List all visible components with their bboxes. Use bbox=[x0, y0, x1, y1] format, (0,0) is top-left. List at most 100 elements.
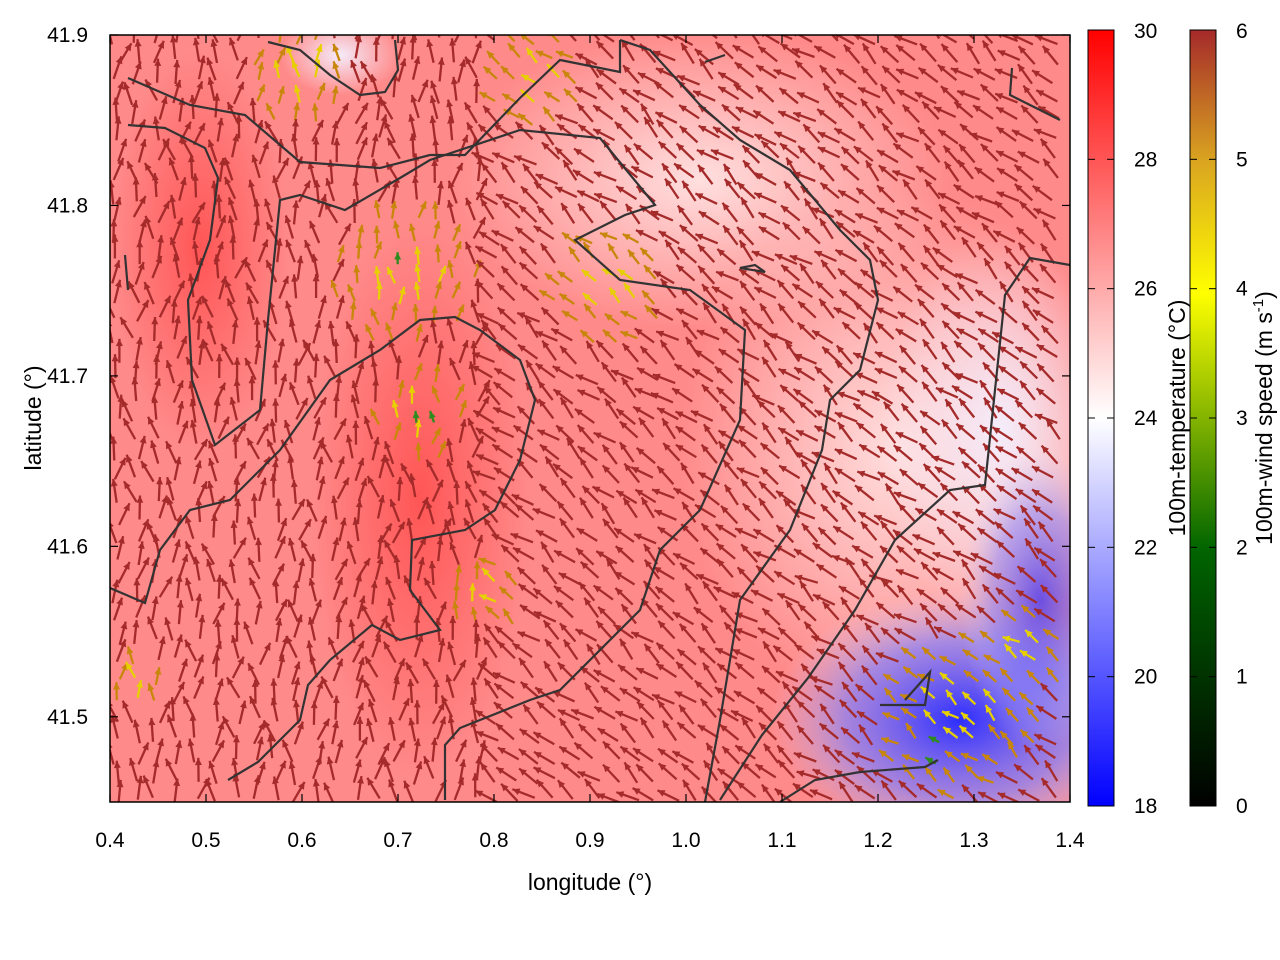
wind-vector-head bbox=[479, 490, 488, 497]
wind-vector-head bbox=[483, 105, 491, 114]
wind-vector-head bbox=[307, 375, 314, 384]
wind-vector-head bbox=[491, 427, 500, 434]
wind-vector-head bbox=[811, 207, 820, 214]
wind-vector-head bbox=[941, 419, 949, 428]
wind-vector-head bbox=[996, 191, 1005, 198]
wind-vector-head bbox=[706, 742, 714, 751]
wind-vector-head bbox=[365, 324, 372, 333]
wind-vector-head bbox=[352, 420, 360, 428]
wind-vector-head bbox=[272, 776, 279, 785]
wind-vector-head bbox=[394, 422, 402, 431]
wind-vector-head bbox=[857, 390, 866, 397]
wind-vector-head bbox=[1023, 85, 1031, 94]
wind-vector-head bbox=[920, 426, 928, 434]
wind-vector-head bbox=[502, 93, 511, 101]
wind-vector-head bbox=[818, 162, 826, 171]
wind-vector-head bbox=[652, 50, 661, 58]
wind-vector-head bbox=[288, 319, 296, 328]
wind-vector-head bbox=[399, 36, 406, 45]
colorbar-tick-label: 26 bbox=[1134, 278, 1157, 301]
wind-vector-head bbox=[620, 331, 629, 338]
wind-vector-head bbox=[624, 283, 631, 291]
wind-vector-head bbox=[603, 518, 611, 527]
wind-vector-head bbox=[439, 265, 446, 274]
wind-vector bbox=[629, 35, 636, 41]
wind-vector-head bbox=[511, 494, 520, 501]
wind-vector-head bbox=[676, 308, 685, 316]
wind-vector-head bbox=[720, 327, 729, 335]
wind-vector-head bbox=[393, 555, 401, 563]
wind-vector-head bbox=[896, 89, 905, 97]
wind-vector-head bbox=[328, 15, 335, 23]
wind-vector-head bbox=[454, 224, 461, 233]
wind-vector-head bbox=[1041, 243, 1048, 252]
wind-vector-head bbox=[206, 21, 212, 29]
wind-vector-head bbox=[483, 66, 492, 74]
wind-vector-head bbox=[1025, 538, 1033, 547]
wind-vector-head bbox=[758, 212, 767, 219]
wind-vector-head bbox=[449, 615, 457, 624]
wind-vector-head bbox=[217, 117, 224, 126]
wind-vector-head bbox=[510, 533, 519, 540]
wind-vector-head bbox=[1045, 760, 1052, 769]
wind-vector-head bbox=[493, 407, 502, 414]
wind-vector-head bbox=[861, 98, 869, 107]
wind-vector-head bbox=[562, 311, 570, 318]
wind-vector-head bbox=[433, 364, 441, 372]
wind-vector-head bbox=[944, 161, 952, 170]
wind-vector-head bbox=[221, 578, 229, 587]
wind-vector-head bbox=[938, 129, 947, 137]
wind-vector-head bbox=[312, 274, 320, 282]
wind-vector-head bbox=[758, 226, 767, 234]
wind-vector-head bbox=[921, 365, 929, 373]
wind-vector-head bbox=[272, 175, 279, 184]
wind-vector-head bbox=[206, 559, 213, 567]
wind-vector-head bbox=[797, 725, 805, 734]
wind-vector-head bbox=[922, 647, 930, 655]
wind-vector-head bbox=[982, 584, 990, 593]
wind-vector-head bbox=[539, 484, 548, 492]
wind-vector-head bbox=[483, 380, 490, 389]
wind-vector-head bbox=[457, 777, 464, 786]
wind-vector-head bbox=[1017, 566, 1026, 574]
wind-vector-head bbox=[141, 300, 149, 309]
wind-vector-head bbox=[233, 617, 241, 625]
wind-vector-head bbox=[287, 455, 295, 464]
wind-vector-head bbox=[541, 541, 548, 550]
wind-vector-head bbox=[842, 322, 851, 330]
wind-vector-head bbox=[917, 299, 926, 307]
wind-vector-head bbox=[562, 70, 571, 78]
wind-vector-head bbox=[996, 540, 1005, 549]
wind-vector-head bbox=[112, 97, 120, 105]
wind-vector-head bbox=[634, 533, 642, 541]
wind-vector-head bbox=[497, 307, 506, 315]
wind-vector-head bbox=[135, 61, 142, 70]
temperature-contours bbox=[110, 38, 1070, 802]
wind-vector-head bbox=[521, 186, 529, 194]
wind-vector-head bbox=[596, 551, 605, 558]
wind-vector-head bbox=[391, 400, 399, 408]
wind-vector-head bbox=[956, 328, 965, 336]
contour-line bbox=[127, 40, 622, 170]
wind-vector-head bbox=[713, 587, 722, 594]
wind-vector-head bbox=[789, 255, 798, 262]
wind-vector-head bbox=[655, 112, 664, 119]
wind-vector-head bbox=[475, 710, 484, 718]
wind-vector-head bbox=[260, 477, 267, 486]
wind-vector-head bbox=[114, 197, 122, 205]
wind-vector-head bbox=[453, 480, 461, 488]
wind-vector-head bbox=[927, 18, 934, 26]
wind-vector-head bbox=[594, 193, 603, 200]
wind-vector-head bbox=[217, 241, 224, 250]
wind-vector-head bbox=[132, 177, 140, 185]
wind-vector-head bbox=[385, 577, 392, 586]
wind-vector-head bbox=[792, 171, 801, 179]
wind-vector-head bbox=[754, 192, 763, 200]
wind-vector bbox=[485, 35, 495, 41]
wind-vector-head bbox=[1041, 325, 1050, 334]
wind-vector-head bbox=[777, 405, 786, 414]
wind-vector-head bbox=[434, 427, 441, 436]
wind-vector bbox=[437, 35, 441, 38]
wind-vector-head bbox=[614, 121, 623, 130]
wind-vector-head bbox=[304, 240, 311, 249]
